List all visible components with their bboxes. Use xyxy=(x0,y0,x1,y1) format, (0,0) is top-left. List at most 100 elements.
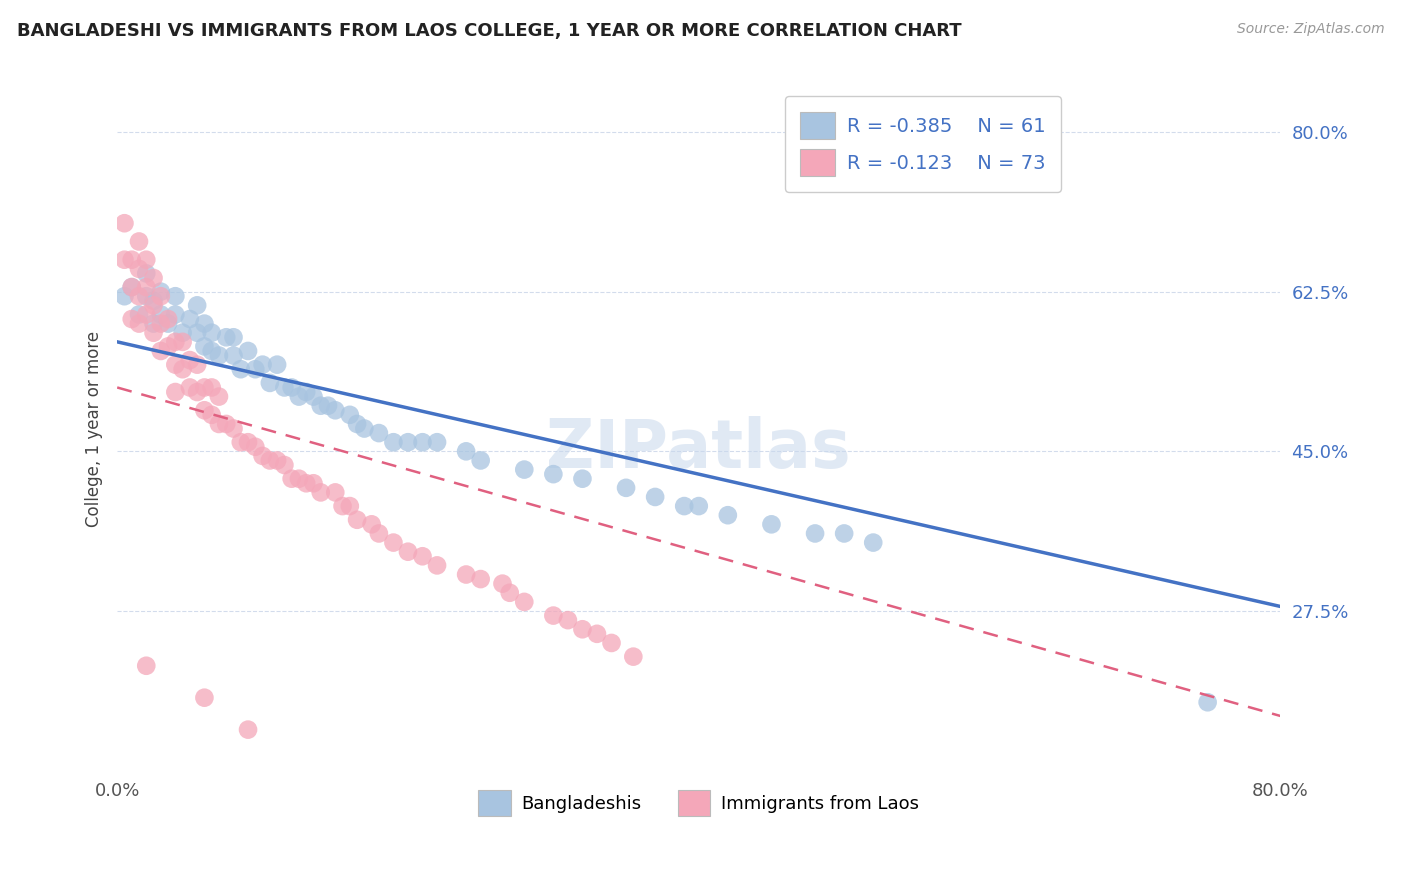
Point xyxy=(114,252,136,267)
Point xyxy=(396,435,419,450)
Point xyxy=(128,289,150,303)
Point xyxy=(186,358,208,372)
Text: BANGLADESHI VS IMMIGRANTS FROM LAOS COLLEGE, 1 YEAR OR MORE CORRELATION CHART: BANGLADESHI VS IMMIGRANTS FROM LAOS COLL… xyxy=(17,22,962,40)
Point xyxy=(309,485,332,500)
Point xyxy=(621,649,644,664)
Point xyxy=(252,449,274,463)
Point xyxy=(456,567,478,582)
Point xyxy=(367,426,389,441)
Point xyxy=(259,453,281,467)
Point xyxy=(193,690,215,705)
Point xyxy=(208,417,231,431)
Point xyxy=(135,289,157,303)
Point xyxy=(229,435,252,450)
Point xyxy=(332,499,354,513)
Point xyxy=(644,490,666,504)
Text: ZIPatlas: ZIPatlas xyxy=(547,416,851,482)
Point xyxy=(316,399,339,413)
Point xyxy=(149,308,172,322)
Point xyxy=(142,298,165,312)
Point xyxy=(208,390,231,404)
Point xyxy=(179,353,201,368)
Point xyxy=(339,499,361,513)
Point xyxy=(114,289,136,303)
Point xyxy=(201,408,224,422)
Point xyxy=(114,216,136,230)
Point xyxy=(236,435,259,450)
Point xyxy=(128,261,150,276)
Point xyxy=(302,476,325,491)
Point xyxy=(470,453,492,467)
Point xyxy=(346,513,368,527)
Point xyxy=(121,280,143,294)
Point xyxy=(193,380,215,394)
Point xyxy=(186,298,208,312)
Text: Source: ZipAtlas.com: Source: ZipAtlas.com xyxy=(1237,22,1385,37)
Point xyxy=(295,384,318,399)
Point xyxy=(1197,695,1219,709)
Point xyxy=(215,330,238,344)
Point xyxy=(135,280,157,294)
Point xyxy=(273,380,295,394)
Point xyxy=(236,343,259,358)
Point xyxy=(360,517,382,532)
Point xyxy=(367,526,389,541)
Point xyxy=(491,576,513,591)
Point xyxy=(353,421,375,435)
Point xyxy=(165,308,187,322)
Point xyxy=(586,627,609,641)
Point xyxy=(222,330,245,344)
Point xyxy=(208,349,231,363)
Point xyxy=(142,293,165,308)
Point xyxy=(149,343,172,358)
Point xyxy=(157,339,180,353)
Point xyxy=(513,595,536,609)
Point xyxy=(172,362,194,376)
Point xyxy=(396,545,419,559)
Point xyxy=(426,435,449,450)
Point xyxy=(193,339,215,353)
Point xyxy=(149,317,172,331)
Point xyxy=(165,289,187,303)
Point xyxy=(543,608,565,623)
Point xyxy=(128,317,150,331)
Point xyxy=(229,362,252,376)
Point xyxy=(571,472,593,486)
Point xyxy=(295,476,318,491)
Point xyxy=(121,252,143,267)
Point xyxy=(412,435,434,450)
Point xyxy=(165,334,187,349)
Point xyxy=(186,326,208,340)
Point xyxy=(426,558,449,573)
Point xyxy=(673,499,696,513)
Point xyxy=(135,658,157,673)
Point xyxy=(543,467,565,482)
Point xyxy=(280,472,302,486)
Point xyxy=(571,622,593,636)
Point xyxy=(135,267,157,281)
Y-axis label: College, 1 year or more: College, 1 year or more xyxy=(86,330,103,526)
Point xyxy=(157,317,180,331)
Point xyxy=(128,308,150,322)
Point xyxy=(273,458,295,472)
Point xyxy=(165,384,187,399)
Point xyxy=(688,499,710,513)
Point xyxy=(280,380,302,394)
Point xyxy=(499,586,522,600)
Point xyxy=(142,317,165,331)
Point xyxy=(288,390,311,404)
Point xyxy=(600,636,623,650)
Point xyxy=(456,444,478,458)
Point xyxy=(179,380,201,394)
Point xyxy=(513,462,536,476)
Point xyxy=(614,481,637,495)
Point xyxy=(142,326,165,340)
Point xyxy=(172,334,194,349)
Point xyxy=(382,435,405,450)
Point xyxy=(201,326,224,340)
Point xyxy=(149,289,172,303)
Point xyxy=(557,613,579,627)
Point xyxy=(172,326,194,340)
Point xyxy=(252,358,274,372)
Point xyxy=(470,572,492,586)
